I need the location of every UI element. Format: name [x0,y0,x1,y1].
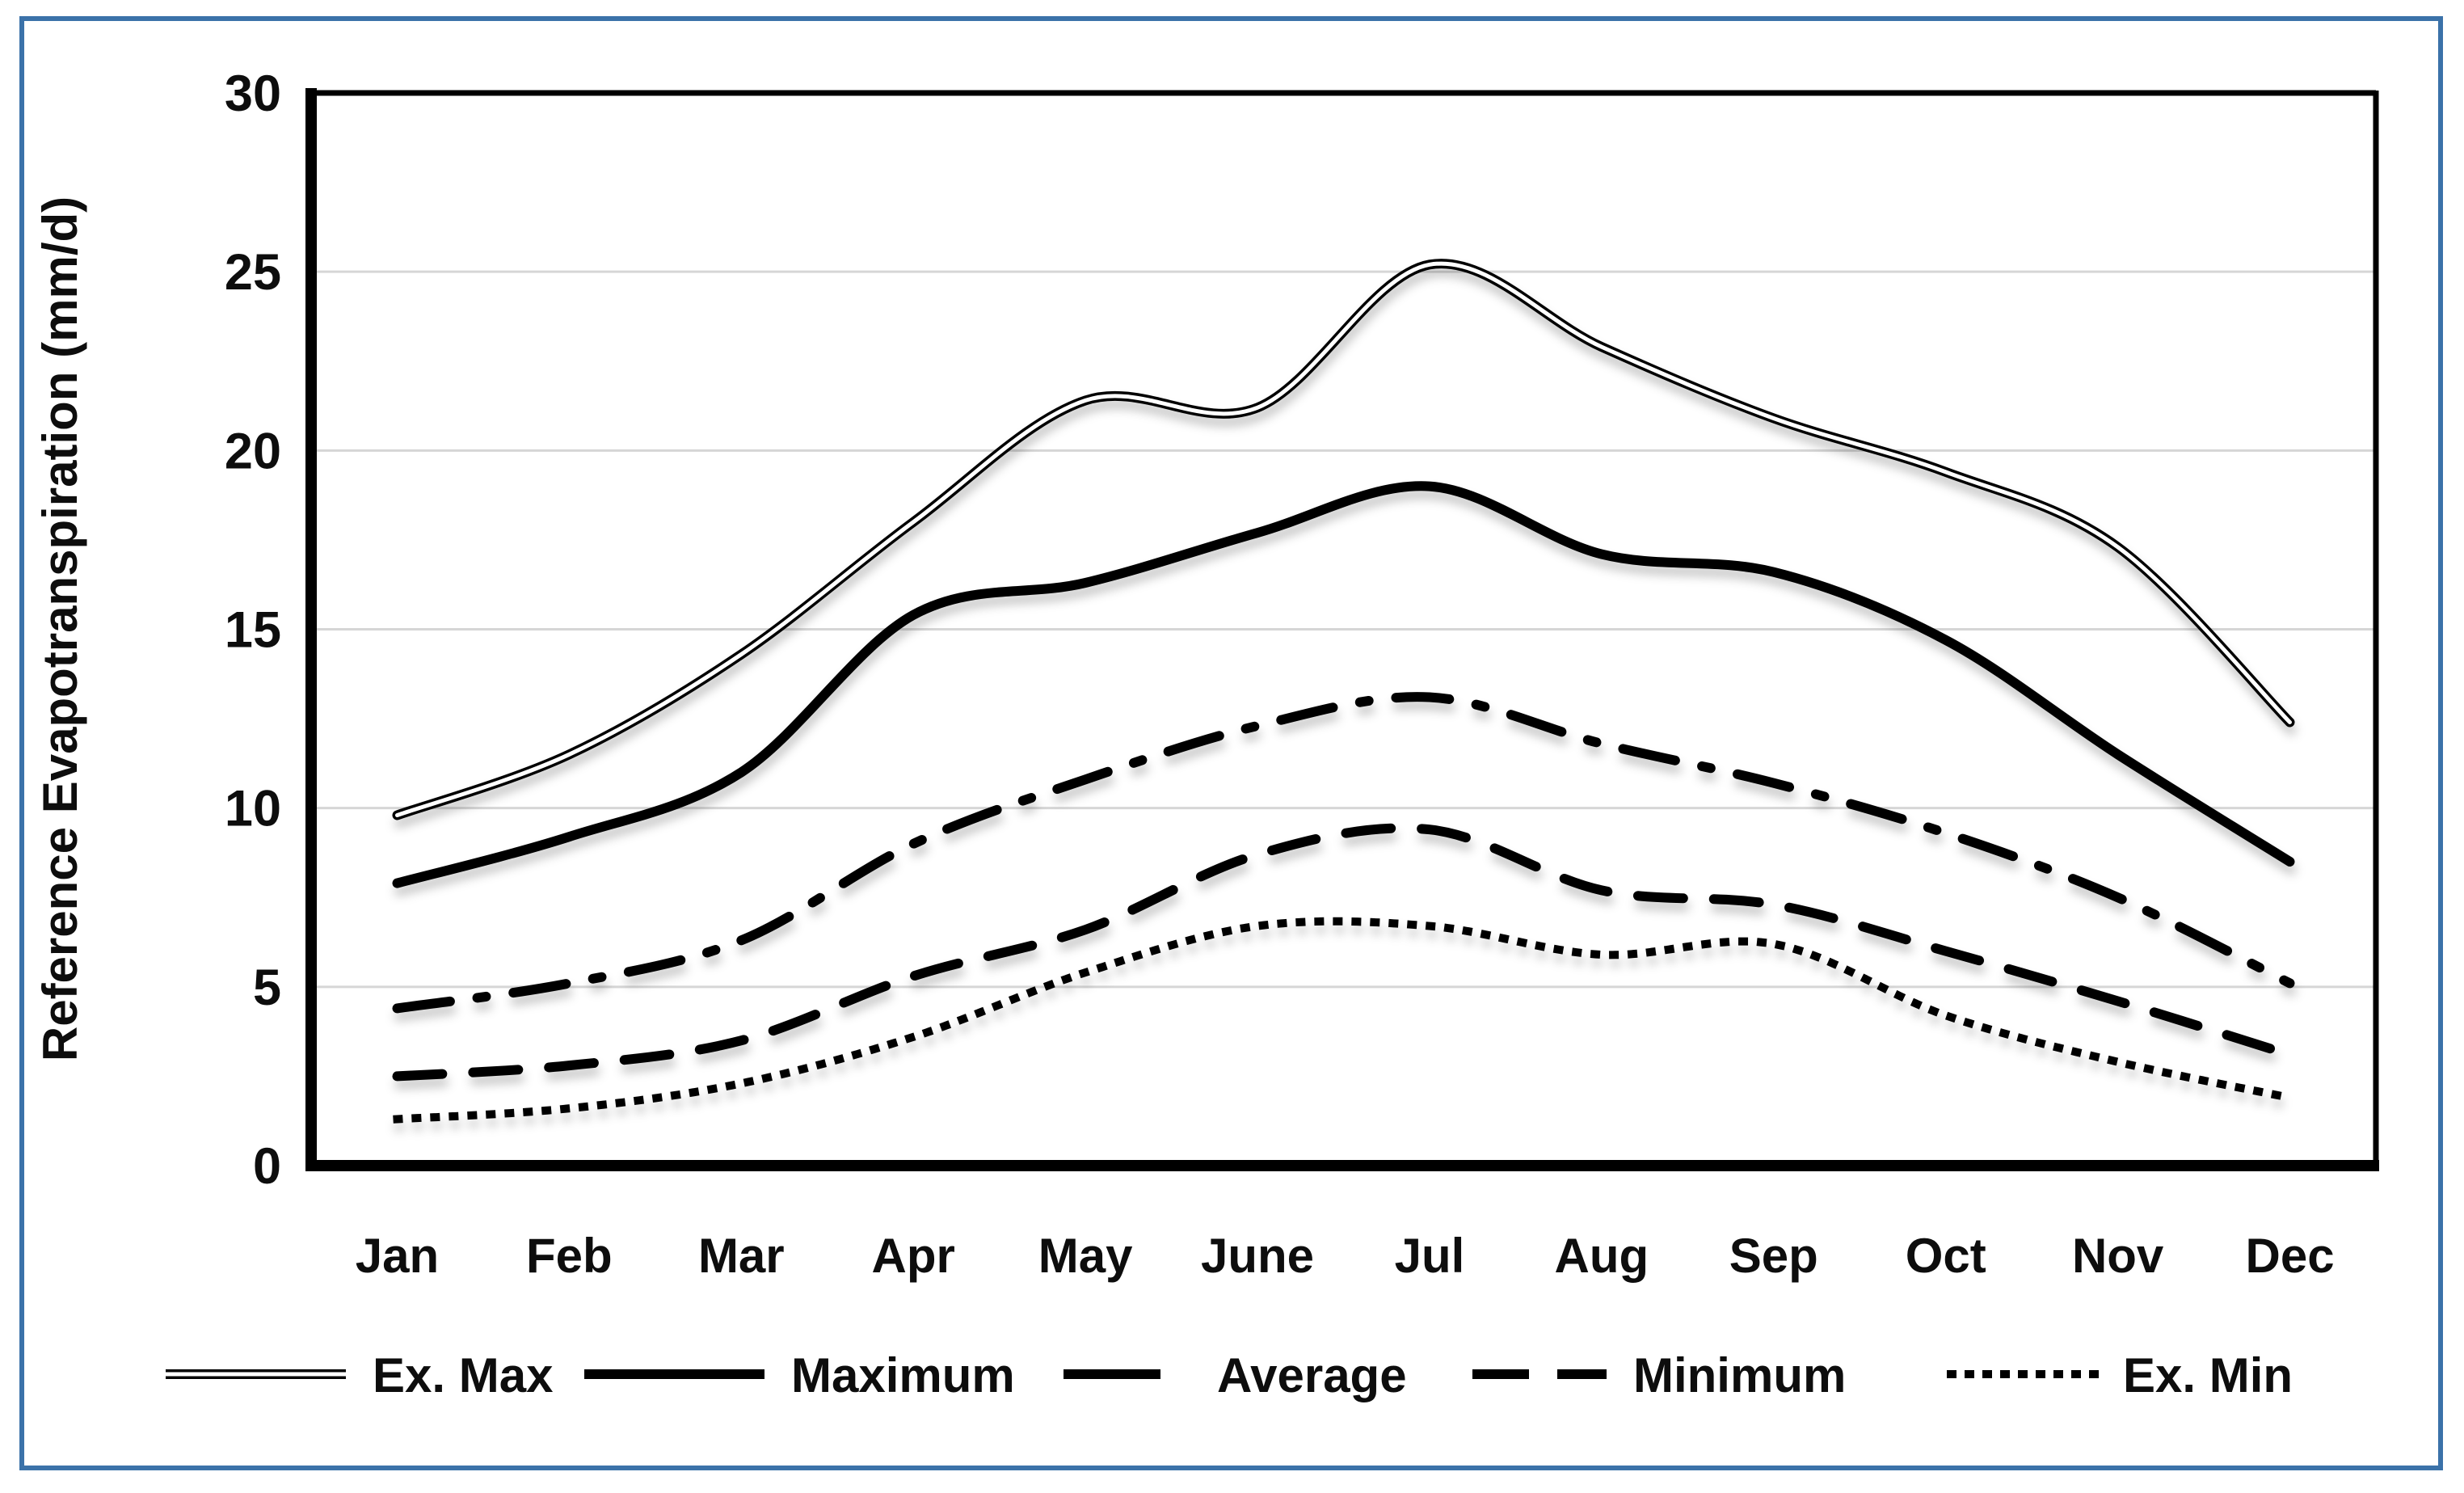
x-tick-label-jan: Jan [356,1229,439,1283]
legend-item-ex-max: Ex. Max [166,1348,553,1402]
legend-item-average: Average [1064,1348,1407,1402]
legend-label: Average [1217,1348,1407,1402]
y-tick-labels: 0 5 10 15 20 25 30 [225,65,281,1195]
x-tick-label-jul: Jul [1395,1229,1465,1283]
y-tick-label-0: 0 [253,1138,281,1195]
x-tick-label-june: June [1201,1229,1314,1283]
legend-item-ex-min: Ex. Min [1947,1348,2293,1402]
series-maximum [392,481,2295,888]
y-tick-label-30: 30 [225,65,281,122]
legend-label: Minimum [1633,1348,1846,1402]
x-tick-label-mar: Mar [698,1229,785,1283]
x-tick-labels: Jan Feb Mar Apr May June Jul Aug Sep Oct Nov Dec [356,1229,2335,1283]
y-tick-label-5: 5 [253,959,281,1016]
series-path [392,823,2295,1082]
series-average [392,692,2295,1014]
x-tick-label-aug: Aug [1555,1229,1649,1283]
y-tick-label-15: 15 [225,602,281,659]
legend: Ex. Max Maximum Average Minimum Ex. Min [166,1348,2293,1402]
series-lines [392,259,2295,1124]
legend-label: Ex. Max [373,1348,553,1402]
legend-item-maximum: Maximum [584,1348,1015,1402]
x-tick-label-nov: Nov [2072,1229,2164,1283]
x-tick-label-sep: Sep [1729,1229,1818,1283]
axes [305,88,2379,1171]
series-path [393,917,2295,1124]
series-ex-min [393,917,2295,1124]
x-tick-label-feb: Feb [526,1229,613,1283]
series-ex-max [392,259,2295,820]
legend-label: Ex. Min [2123,1348,2293,1402]
y-axis-title: Reference Evapotranspiration (mm/d) [33,196,87,1061]
gridlines [311,270,2376,989]
x-tick-label-oct: Oct [1906,1229,1986,1283]
x-tick-label-apr: Apr [872,1229,955,1283]
series-path [392,481,2295,888]
legend-item-minimum: Minimum [1472,1348,1846,1402]
series-path [392,259,2295,820]
x-tick-label-dec: Dec [2246,1229,2335,1283]
y-tick-label-10: 10 [225,781,281,837]
series-path [395,261,2292,817]
legend-label: Maximum [791,1348,1015,1402]
y-tick-label-25: 25 [225,244,281,301]
y-tick-label-20: 20 [225,423,281,479]
series-path [392,692,2295,1014]
x-tick-label-may: May [1038,1229,1133,1283]
series-minimum [392,823,2295,1082]
figure-border [19,16,2443,1470]
